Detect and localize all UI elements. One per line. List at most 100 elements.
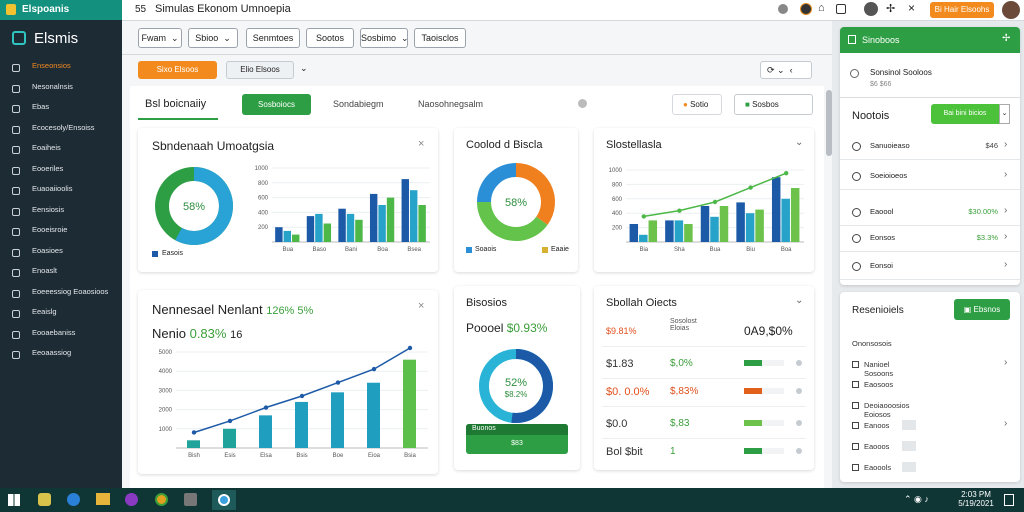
heading-underline (138, 118, 218, 120)
bar (665, 220, 674, 242)
taskbar-app[interactable] (38, 493, 51, 506)
sidebar: Elspoanis Elsmis Enseonsios Nesonalnsis Eb… (0, 0, 122, 488)
list-label[interactable]: Eonsoi (870, 261, 893, 270)
filter-button[interactable]: Fwam ⌄ (138, 28, 182, 48)
right-card: Resenioiels ▣ Ebsnos Ononsosois Nanioel S… (840, 292, 1020, 482)
dropdown-chevron[interactable]: ⌄ (300, 63, 308, 73)
chevron[interactable]: › (1004, 357, 1008, 368)
menu-item[interactable]: Eensiosis (32, 204, 65, 214)
list-label[interactable]: Eaooos (864, 442, 890, 451)
menu-item[interactable]: Eeoaassiog (32, 348, 72, 357)
chevron[interactable]: ⌄ (795, 137, 804, 148)
chevron[interactable]: ⌄ (795, 295, 804, 306)
menu-item[interactable]: Ecocesoly/Ensoiss (32, 122, 95, 132)
scrollbar[interactable] (826, 90, 832, 156)
menu-item[interactable]: Enseonsios (32, 61, 71, 70)
placeholder-box (902, 462, 916, 472)
avatar-small[interactable] (864, 2, 878, 16)
filter-button[interactable]: Sootos (306, 28, 354, 48)
action-button[interactable]: ■ Sosbos (734, 94, 813, 115)
menu-item[interactable]: Euaoaiioolis (32, 184, 73, 193)
menu-item[interactable]: Eooeisroie (32, 225, 68, 234)
secondary-button[interactable]: Elio Elsoos (226, 61, 294, 79)
close-icon[interactable]: × (908, 1, 916, 15)
list-label[interactable]: Eonsos (870, 233, 896, 242)
chevron[interactable]: › (1004, 139, 1008, 150)
settings-icon[interactable]: ✢ (886, 3, 896, 15)
list-label[interactable]: Soeioioeos (870, 171, 908, 180)
list-label[interactable]: Eaoools (864, 463, 892, 472)
list-label[interactable]: Eanoos (864, 421, 890, 430)
divider (840, 97, 1020, 98)
filter-button[interactable]: Senmtoes (246, 28, 300, 48)
tray-icons[interactable]: ⌃ ◉ ♪ (904, 494, 929, 504)
filter-button[interactable]: Sosbimo ⌄ (360, 28, 409, 48)
status-value: $83 (511, 440, 523, 447)
section-button[interactable]: ▣ Ebsnos (954, 299, 1010, 320)
taskbar-app[interactable] (96, 493, 110, 505)
trend-point (407, 345, 413, 351)
bookmark-icon[interactable]: ⌂ (818, 2, 825, 14)
status-bar[interactable]: Buonos $83 (466, 424, 568, 454)
subtitle-row: Poooel $0.93% (466, 321, 547, 335)
window-icon[interactable] (836, 4, 846, 14)
close-icon[interactable]: × (418, 300, 425, 312)
chevron[interactable]: › (1004, 169, 1008, 180)
tab[interactable]: Naosohnegsalm (418, 99, 484, 109)
list-label[interactable]: Nanioel Sosoons (864, 360, 894, 378)
tab[interactable]: Sondabiegm (333, 99, 384, 109)
bar (386, 197, 395, 242)
filter-button[interactable]: Taoisclos (414, 28, 466, 48)
menu-item[interactable]: Nesonalnsis (32, 81, 73, 91)
close-icon[interactable]: × (418, 138, 425, 150)
menu-item[interactable]: Ebas (32, 102, 50, 111)
taskbar-app[interactable] (67, 493, 80, 506)
bar (781, 198, 790, 242)
taskbar-app[interactable] (125, 493, 138, 506)
start-button[interactable] (8, 494, 20, 506)
view-controls[interactable]: ⟳ ⌄ ‹ (760, 61, 812, 79)
menu-item[interactable]: Eooaebaniss (32, 327, 76, 337)
top-button[interactable]: Bi Hair Elsoohs (930, 2, 994, 18)
section-title: Resenioiels (852, 305, 904, 316)
filter-label: Sosbimo (361, 33, 397, 43)
bar (187, 440, 200, 448)
donut-label: 52% (505, 377, 527, 389)
active-tab[interactable]: Sosboiocs (242, 94, 311, 115)
menu-item[interactable]: Eoeeessiog Eoaosioos (32, 286, 109, 296)
action-button[interactable]: ● Sotio (672, 94, 722, 115)
section-button[interactable]: Bai bini bicios (931, 104, 999, 124)
menu-item[interactable]: Eooeriles (32, 163, 64, 173)
list-label[interactable]: Eaosoos (864, 380, 894, 389)
header-action[interactable]: ✢ (1002, 33, 1011, 44)
taskbar-app[interactable] (184, 493, 197, 506)
menu-item[interactable]: Eoasioes (32, 245, 63, 255)
logo-text: Elsmis (34, 30, 79, 47)
primary-button[interactable]: Sixo Elsoos (138, 61, 217, 79)
menu-item[interactable]: Eeaislg (32, 307, 57, 316)
menu-item[interactable]: Eoaiheis (32, 143, 61, 152)
cell: Sosolost Eloias (670, 318, 697, 332)
y-tick-label: 1000 (255, 166, 269, 172)
y-tick-label: 600 (612, 197, 623, 203)
filter-button[interactable]: Sbioo ⌄ (188, 28, 238, 48)
notifications[interactable] (1004, 494, 1014, 506)
status-icon[interactable] (778, 4, 788, 14)
list-label[interactable]: Eaoool (870, 207, 894, 216)
list-label[interactable]: Ononsosois (852, 339, 892, 348)
taskbar-app[interactable] (155, 493, 168, 506)
legend-swatch (466, 247, 472, 253)
chevron[interactable]: › (1004, 231, 1008, 242)
chevron[interactable]: › (1004, 259, 1008, 270)
taskbar-active[interactable] (212, 490, 236, 510)
list-label[interactable]: Deoiaooosios Eoiosos (864, 401, 910, 419)
clock[interactable]: 2:03 PM 5/19/2021 (956, 490, 996, 508)
chevron[interactable]: › (1004, 418, 1008, 429)
section-dropdown[interactable]: ⌄ (999, 104, 1010, 124)
avatar[interactable] (1002, 1, 1020, 19)
list-label[interactable]: Sanuoieaso (870, 141, 910, 150)
chevron[interactable]: › (1004, 205, 1008, 216)
user-icon[interactable] (800, 3, 812, 15)
menu-item[interactable]: Enoaslt (32, 266, 58, 275)
x-tick-label: Sha (674, 247, 685, 253)
